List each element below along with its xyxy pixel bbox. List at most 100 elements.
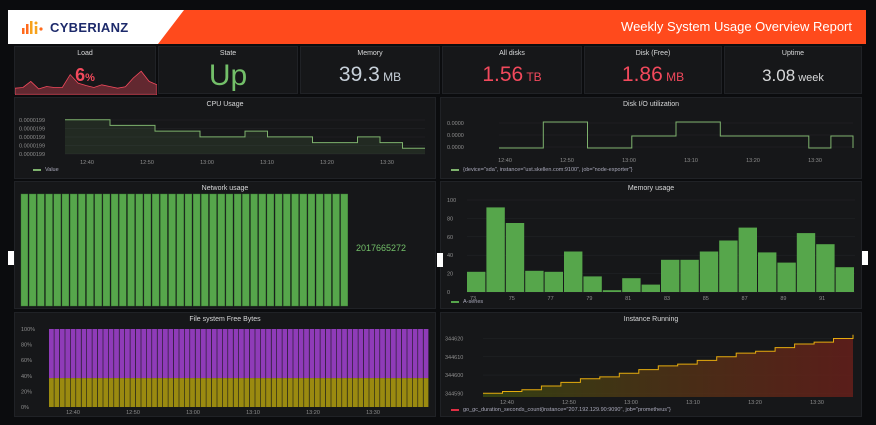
lower-stack-bar [146, 378, 152, 407]
chart-legend[interactable]: {device="sda", instance="ust.skellen.com… [451, 167, 633, 173]
upper-stack-bar [190, 329, 195, 379]
lower-stack-bar [271, 378, 277, 407]
cpu-usage-panel[interactable]: CPU Usage 0.0000199 0.0000199 0.0000199 0.0… [14, 97, 436, 179]
lower-stack-bar [168, 378, 174, 407]
network-bar [233, 193, 242, 307]
y-tick-label: 60% [21, 358, 32, 364]
network-bar [37, 193, 45, 307]
lower-stack-bar [65, 378, 71, 407]
y-tick-label: 0.0000199 [19, 127, 45, 133]
upper-stack-bar [260, 329, 266, 379]
lower-stack-bar [173, 378, 179, 407]
stat-panel-state[interactable]: State Up [158, 46, 298, 94]
upper-stack-bar [125, 329, 130, 379]
lower-stack-bar [347, 378, 353, 407]
stat-panel-memory[interactable]: Memory 39.3 MB [300, 46, 440, 94]
chart-legend[interactable]: Value [33, 167, 59, 173]
memory-bar [777, 262, 796, 292]
brand-logo[interactable]: CYBERIANZ [22, 19, 129, 35]
x-tick-label: 13:10 [684, 158, 698, 164]
network-usage-chart [20, 193, 348, 307]
disk-io-panel[interactable]: Disk I/O utilization 0.0000 0.0000 0.0000 1… [440, 97, 862, 179]
network-bar [135, 193, 143, 307]
network-bar [283, 193, 291, 307]
upper-stack-bar [423, 329, 429, 379]
lower-stack-bar [277, 378, 282, 407]
panel-title: Network usage [201, 185, 249, 192]
upper-stack-bar [336, 329, 342, 379]
upper-stack-bar [401, 329, 407, 379]
x-tick-label: 13:10 [260, 160, 274, 166]
x-tick-label: 13:10 [246, 410, 260, 416]
lower-stack-bar [244, 378, 250, 407]
stat-panel-disk-free[interactable]: Disk (Free) 1.86 MB [584, 46, 722, 94]
x-tick-label: 85 [703, 296, 709, 302]
upper-stack-bar [266, 329, 271, 379]
network-bar [70, 193, 78, 307]
memory-bar [602, 290, 622, 292]
stat-panel-uptime[interactable]: Uptime 3.08 week [724, 46, 862, 94]
middle-resize-handle[interactable] [437, 253, 443, 267]
file-system-panel[interactable]: File system Free Bytes 0% 20% 40% 60% 80% 100… [14, 312, 436, 417]
network-bar [217, 193, 225, 307]
stat-value-state: Up [208, 59, 248, 92]
upper-stack-bar [407, 329, 413, 379]
upper-stack-bar [81, 329, 87, 379]
x-tick-label: 12:50 [562, 400, 576, 406]
stat-unit: % [85, 72, 95, 84]
lower-stack-bar [369, 378, 375, 407]
memory-bar [835, 267, 854, 292]
stat-title: State [219, 50, 237, 57]
memory-bar [544, 271, 563, 292]
upper-stack-bar [309, 329, 315, 379]
stat-panel-all-disks[interactable]: All disks 1.56 TB [442, 46, 582, 94]
right-scroll-handle[interactable] [862, 251, 868, 265]
stat-unit: MB [379, 70, 402, 84]
memory-usage-panel[interactable]: Memory usage 0 20 40 60 80 100 73 75 77 79 81 83 85 8… [440, 181, 862, 309]
network-bar [94, 193, 102, 307]
upper-stack-bar [97, 329, 103, 379]
lower-stack-bar [87, 378, 92, 407]
network-bar [127, 193, 135, 307]
panel-title: CPU Usage [206, 101, 244, 108]
x-tick-label: 12:50 [140, 160, 154, 166]
network-bar [209, 193, 217, 307]
lower-stack-bar [190, 378, 195, 407]
network-bar [86, 193, 94, 307]
lower-stack-bar [315, 378, 320, 407]
chart-legend[interactable]: go_gc_duration_seconds_count{instance="2… [451, 407, 671, 413]
lower-stack-bar [222, 378, 228, 407]
memory-bar [525, 270, 544, 292]
network-bar [110, 193, 119, 307]
upper-stack-bar [179, 329, 185, 379]
upper-stack-bar [152, 329, 157, 379]
network-bar [28, 193, 37, 307]
stat-panel-load[interactable]: Load 6% [14, 46, 157, 95]
lower-stack-bar [401, 378, 407, 407]
chart-legend[interactable]: A-series [451, 299, 483, 305]
lower-stack-bar [298, 378, 304, 407]
memory-bar [680, 259, 699, 292]
network-bar [78, 193, 86, 307]
lower-stack-bar [266, 378, 271, 407]
lower-stack-bar [325, 378, 331, 407]
y-tick-label: 100% [21, 327, 35, 333]
lower-stack-bar [385, 378, 391, 407]
legend-swatch [451, 409, 459, 411]
upper-stack-bar [369, 329, 375, 379]
x-tick-label: 13:00 [624, 400, 638, 406]
upper-stack-bar [211, 329, 217, 379]
upper-stack-bar [184, 329, 190, 379]
stat-title: Memory [357, 50, 383, 57]
lower-stack-bar [130, 378, 136, 407]
x-tick-label: 13:20 [748, 400, 762, 406]
memory-bar [622, 278, 641, 292]
instance-running-panel[interactable]: Instance Running 344590 344600 344610 34462… [440, 312, 862, 417]
upper-stack-bar [298, 329, 304, 379]
y-tick-label: 0.0000 [447, 121, 464, 127]
left-scroll-handle[interactable] [8, 251, 14, 265]
network-bar [168, 193, 176, 307]
lower-stack-bar [255, 378, 261, 407]
network-usage-panel[interactable]: Network usage 2017665272 [14, 181, 436, 309]
legend-label: {device="sda", instance="ust.skellen.com… [463, 167, 633, 173]
